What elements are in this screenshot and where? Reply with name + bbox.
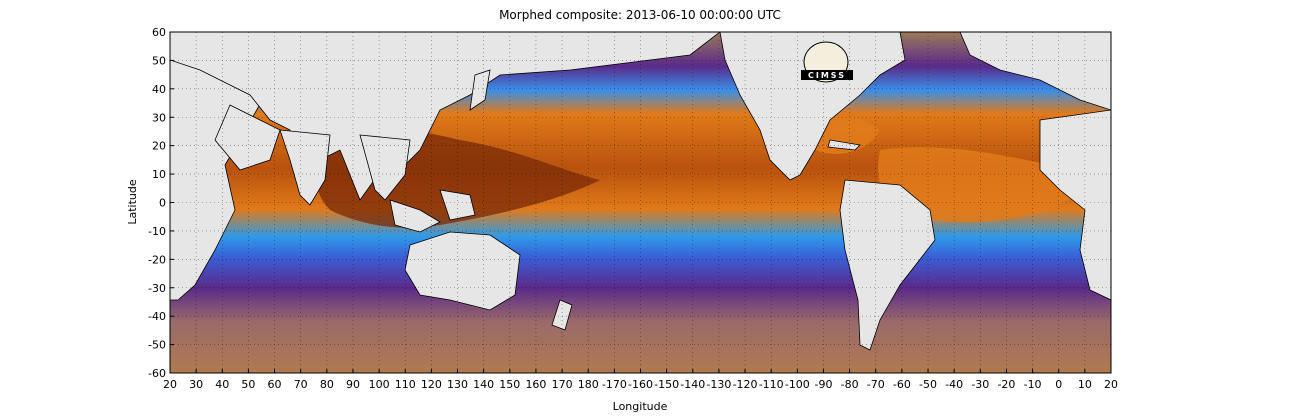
australia: [404, 231, 521, 311]
indochina: [359, 134, 411, 201]
cimss-logo: CIMSS: [801, 41, 853, 83]
cuba: [827, 139, 861, 151]
y-tick-label: 30: [152, 111, 166, 124]
y-tick-label: 10: [152, 168, 166, 181]
x-tick-label: 110: [395, 378, 416, 391]
x-tick-label: -20: [997, 378, 1015, 391]
x-tick-label: -130: [706, 378, 731, 391]
y-tick-label: 20: [152, 140, 166, 153]
south-america: [839, 179, 936, 351]
y-tick-label: -50: [148, 339, 166, 352]
y-tick-label: -20: [148, 253, 166, 266]
x-tick-label: 70: [294, 378, 308, 391]
x-tick-label: 20: [1104, 378, 1118, 391]
y-tick-label: 0: [159, 197, 166, 210]
y-tick-label: -60: [148, 367, 166, 380]
y-axis-ticks: 60 50 40 30 20 10 0 -10 -20 -30 -40 -50 -60: [148, 26, 174, 380]
y-tick-label: -40: [148, 310, 166, 323]
x-tick-label: 0: [1055, 378, 1062, 391]
map-title: Morphed composite: 2013-06-10 00:00:00 U…: [499, 8, 781, 22]
x-tick-label: -140: [680, 378, 705, 391]
arabia: [214, 104, 281, 171]
x-tick-label: -60: [893, 378, 911, 391]
maritime-continent: [389, 189, 476, 233]
x-tick-label: -90: [814, 378, 832, 391]
india: [279, 129, 331, 206]
atlantic-moisture-region: [878, 147, 1090, 223]
y-tick-label: 60: [152, 26, 166, 39]
africa-wrap: [1039, 109, 1111, 301]
cimss-logo-text: CIMSS: [808, 71, 846, 80]
y-tick-label: -10: [148, 225, 166, 238]
x-tick-label: -160: [628, 378, 653, 391]
y-tick-label: 50: [152, 54, 166, 67]
x-tick-label: 90: [346, 378, 360, 391]
x-tick-label: -40: [945, 378, 963, 391]
x-tick-label: 180: [578, 378, 599, 391]
x-tick-label: 80: [320, 378, 334, 391]
x-tick-label: 120: [421, 378, 442, 391]
x-axis-ticks: 20 30 40 50 60 70 80 90 100 110 120 130 140 150 160 170…: [163, 369, 1118, 391]
x-tick-label: 40: [215, 378, 229, 391]
x-tick-label: -50: [919, 378, 937, 391]
x-tick-label: 150: [499, 378, 520, 391]
x-tick-label: -170: [602, 378, 627, 391]
y-tick-label: 40: [152, 83, 166, 96]
x-tick-label: 160: [525, 378, 546, 391]
x-tick-label: -110: [759, 378, 784, 391]
grid-lines: [170, 32, 1111, 373]
x-tick-label: 100: [369, 378, 390, 391]
x-tick-label: -30: [971, 378, 989, 391]
x-tick-label: 20: [163, 378, 177, 391]
x-tick-label: 140: [473, 378, 494, 391]
y-tick-label: -30: [148, 282, 166, 295]
x-tick-label: 10: [1078, 378, 1092, 391]
x-tick-label: -10: [1024, 378, 1042, 391]
new-zealand: [551, 299, 573, 331]
northern-atlantic-land: [959, 32, 1111, 111]
x-tick-label: -70: [867, 378, 885, 391]
x-tick-label: 170: [552, 378, 573, 391]
x-tick-label: -120: [733, 378, 758, 391]
japan: [469, 69, 491, 111]
x-tick-label: 60: [268, 378, 282, 391]
y-axis-label: Latitude: [126, 179, 139, 225]
plot-area: [170, 32, 1111, 373]
x-tick-label: 30: [189, 378, 203, 391]
x-tick-label: 130: [447, 378, 468, 391]
x-axis-label: Longitude: [613, 400, 668, 413]
x-tick-label: 50: [241, 378, 255, 391]
north-america: [719, 32, 906, 181]
x-tick-label: -150: [654, 378, 679, 391]
x-tick-label: -100: [785, 378, 810, 391]
x-tick-label: -80: [841, 378, 859, 391]
land-masses: [170, 32, 1111, 351]
